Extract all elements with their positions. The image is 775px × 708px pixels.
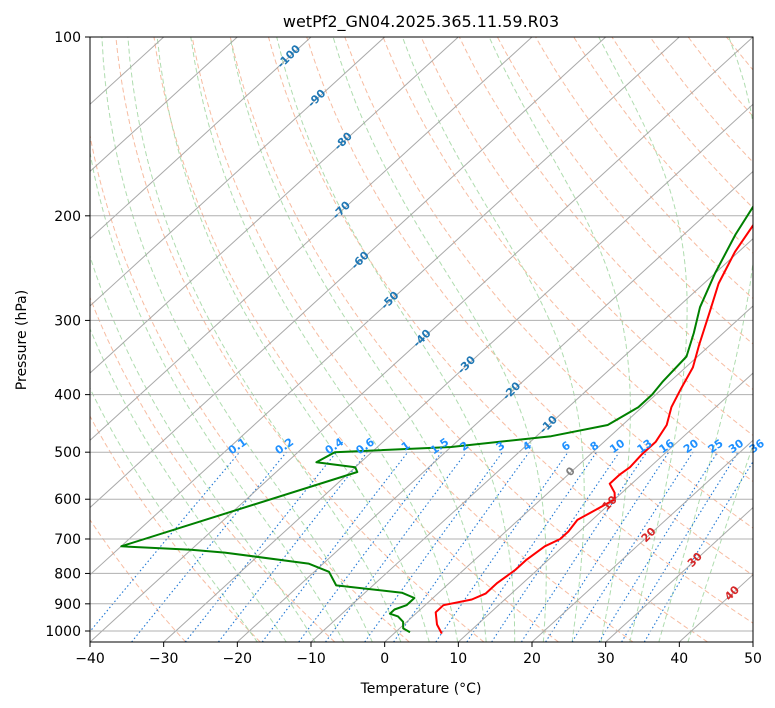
dry-adiabat <box>611 37 753 209</box>
isotherm <box>90 37 607 509</box>
mixing-ratio-line <box>520 451 648 642</box>
pressure-gridlines <box>90 37 753 632</box>
y-tick-label: 1000 <box>45 624 81 640</box>
isotherm <box>752 641 753 642</box>
x-axis-ticks: −40 −30 −20 −10 0 10 20 30 40 50 <box>75 642 762 667</box>
x-tick-label: −40 <box>75 651 105 667</box>
isotherm <box>90 37 238 173</box>
dry-adiabat <box>306 37 753 576</box>
mixing-ratio-line <box>364 451 503 642</box>
isotherm <box>163 103 753 642</box>
plot-frame <box>89 36 754 643</box>
dewpoint-profile <box>120 204 753 634</box>
y-tick-label: 300 <box>54 313 81 329</box>
y-tick-label: 100 <box>54 30 81 46</box>
moist-adiabat <box>127 37 402 642</box>
moist-adiabat <box>90 327 287 642</box>
x-tick-label: 50 <box>744 651 762 667</box>
x-tick-label: −20 <box>223 651 253 667</box>
dry-adiabat <box>496 37 753 345</box>
dry-adiabat <box>90 296 336 642</box>
isotherm <box>90 37 386 307</box>
mixing-ratio-line <box>545 451 670 642</box>
x-tick-label: −10 <box>296 651 326 667</box>
moist-adiabat <box>156 37 430 642</box>
isotherm <box>90 37 753 642</box>
moist-adiabat <box>276 37 516 642</box>
isotherm <box>236 170 753 642</box>
dry-adiabat <box>344 37 753 529</box>
dry-adiabat <box>153 37 559 642</box>
mixing-ratio-line <box>571 451 694 642</box>
moist-adiabat <box>90 254 316 642</box>
moist-adiabat <box>101 37 373 642</box>
moist-adiabat <box>401 37 585 642</box>
y-tick-label: 600 <box>54 492 81 508</box>
dry-adiabat <box>115 37 485 642</box>
mixing-ratio-line <box>131 451 287 642</box>
isotherm <box>90 37 459 374</box>
background-lines <box>90 37 775 642</box>
moist-adiabat <box>332 37 547 642</box>
moist-adiabat <box>229 37 487 642</box>
isotherm <box>457 372 753 642</box>
x-tick-label: 10 <box>449 651 467 667</box>
mixing-ratio-line <box>325 451 467 642</box>
y-axis-label: Pressure (hPa) <box>14 290 30 390</box>
moist-adiabat <box>90 149 345 642</box>
moist-adiabat <box>658 37 753 642</box>
isotherm <box>531 439 753 642</box>
moist-adiabat <box>598 37 688 642</box>
dry-adiabat <box>573 37 753 254</box>
isotherm <box>90 37 312 240</box>
x-tick-label: 40 <box>670 651 688 667</box>
dry-adiabat <box>90 518 186 642</box>
x-tick-label: 0 <box>380 651 389 667</box>
isotherm <box>605 506 753 642</box>
mixing-ratio-line <box>435 451 569 642</box>
mixing-ratio-line <box>393 451 530 642</box>
x-tick-label: 20 <box>523 651 541 667</box>
dry-adiabat <box>535 37 753 300</box>
x-tick-label: 30 <box>597 651 615 667</box>
mixing-ratio-line <box>90 451 240 633</box>
temperature-profile <box>434 223 753 635</box>
mixing-ratio-line <box>643 460 753 642</box>
isotherm <box>310 237 753 642</box>
dry-adiabat <box>268 37 753 624</box>
dry-adiabat <box>458 37 753 391</box>
sounding-profiles <box>120 204 753 635</box>
mixing-ratio-line <box>184 451 337 642</box>
y-tick-label: 800 <box>54 566 81 582</box>
y-tick-label: 400 <box>54 388 81 404</box>
dry-adiabat <box>765 37 775 642</box>
dry-adiabat <box>229 37 708 642</box>
y-tick-label: 700 <box>54 532 81 548</box>
isotherm <box>90 37 533 442</box>
isotherm <box>384 305 753 642</box>
dry-adiabat <box>191 37 634 642</box>
y-tick-label: 200 <box>54 209 81 225</box>
y-tick-label: 500 <box>54 445 81 461</box>
x-tick-label: −30 <box>149 651 179 667</box>
moist-adiabat <box>687 443 753 642</box>
isotherm <box>90 37 680 576</box>
mixing-ratio-line <box>598 451 719 642</box>
y-axis-ticks: 1000 900 800 700 600 500 400 300 200 100 <box>45 30 90 640</box>
y-tick-label: 900 <box>54 597 81 613</box>
moist-adiabat <box>90 387 258 642</box>
x-axis-label: Temperature (°C) <box>360 681 482 697</box>
chart-title: wetPf2_GN04.2025.365.11.59.R03 <box>283 12 559 32</box>
mixing-ratio-line <box>217 451 368 642</box>
moist-adiabat <box>488 37 631 642</box>
